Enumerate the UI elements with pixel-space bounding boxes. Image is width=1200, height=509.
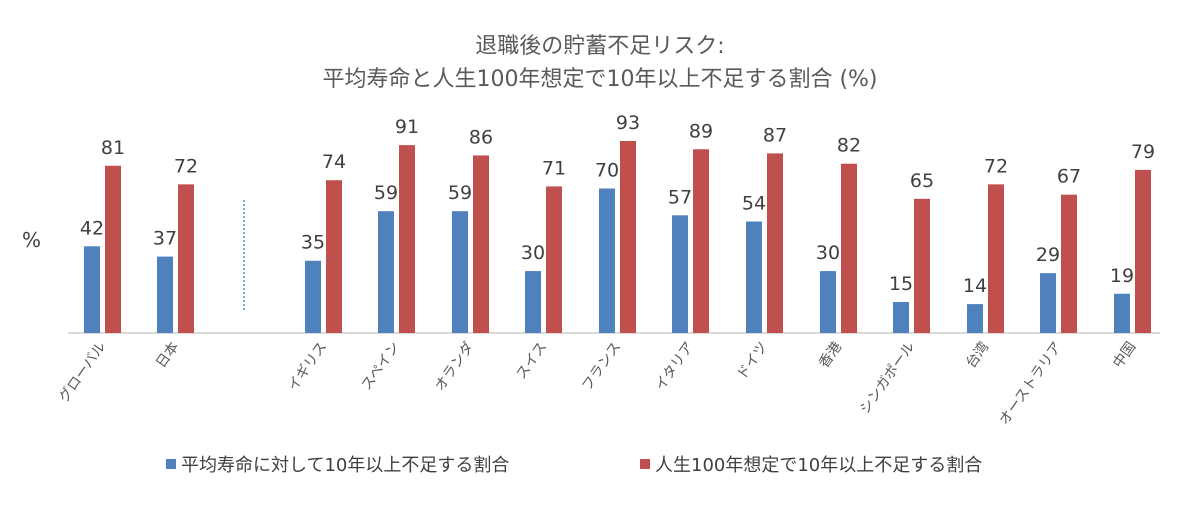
legend-swatch-series-1 bbox=[166, 459, 176, 469]
data-label-series-2-8: 87 bbox=[763, 124, 787, 146]
legend-label-series-1: 平均寿命に対して10年以上不足する割合 bbox=[181, 455, 509, 476]
bar-series-2-5 bbox=[546, 186, 562, 333]
bar-series-1-11 bbox=[967, 304, 983, 333]
data-label-series-1-5: 30 bbox=[521, 242, 545, 264]
bar-series-1-2 bbox=[305, 260, 321, 333]
data-label-series-1-9: 30 bbox=[816, 242, 840, 264]
category-label-12: オーストラリア bbox=[996, 339, 1065, 428]
bar-series-1-9 bbox=[820, 271, 836, 333]
bar-series-1-6 bbox=[599, 188, 615, 333]
category-label-6: フランス bbox=[579, 339, 624, 394]
category-label-13: 中国 bbox=[1110, 339, 1139, 371]
data-label-series-2-7: 89 bbox=[689, 120, 713, 142]
data-label-series-2-6: 93 bbox=[616, 112, 640, 134]
bar-series-2-13 bbox=[1135, 169, 1151, 333]
bar-series-2-4 bbox=[473, 155, 489, 333]
data-label-series-1-7: 57 bbox=[668, 186, 692, 208]
bar-series-2-7 bbox=[693, 149, 709, 333]
chart-title-line-2: 平均寿命と人生100年想定で10年以上不足する割合 (%) bbox=[322, 67, 877, 92]
data-label-series-1-12: 29 bbox=[1036, 244, 1060, 266]
data-label-series-2-2: 74 bbox=[322, 151, 346, 173]
data-label-series-1-11: 14 bbox=[963, 275, 987, 297]
data-label-series-1-3: 59 bbox=[374, 182, 398, 204]
bar-series-2-0 bbox=[105, 165, 121, 333]
data-label-series-1-13: 19 bbox=[1110, 265, 1134, 287]
category-label-0: グローバル bbox=[56, 339, 109, 405]
category-label-2: イギリス bbox=[285, 339, 330, 394]
bar-series-1-0 bbox=[84, 246, 100, 333]
category-label-10: シンガポール bbox=[857, 339, 918, 417]
bar-series-1-7 bbox=[672, 215, 688, 333]
data-label-series-1-2: 35 bbox=[301, 232, 325, 254]
bar-series-1-10 bbox=[893, 302, 909, 333]
data-label-series-2-12: 67 bbox=[1057, 166, 1081, 188]
data-label-series-1-4: 59 bbox=[448, 182, 472, 204]
category-label-7: イタリア bbox=[652, 339, 697, 394]
bar-series-1-5 bbox=[525, 271, 541, 333]
bar-series-2-10 bbox=[914, 198, 930, 333]
data-label-series-2-9: 82 bbox=[837, 135, 861, 157]
bar-series-2-12 bbox=[1061, 194, 1077, 333]
category-label-9: 香港 bbox=[816, 339, 845, 371]
y-axis-label: % bbox=[22, 228, 41, 252]
data-label-series-2-11: 72 bbox=[984, 155, 1008, 177]
data-label-series-2-1: 72 bbox=[174, 155, 198, 177]
category-label-4: オランダ bbox=[432, 339, 477, 394]
category-label-8: ドイツ bbox=[734, 339, 771, 383]
data-label-series-2-0: 81 bbox=[101, 137, 125, 159]
data-label-series-2-5: 71 bbox=[542, 157, 566, 179]
category-label-3: スペイン bbox=[359, 339, 404, 393]
bar-series-2-6 bbox=[620, 141, 636, 333]
bar-series-2-3 bbox=[399, 145, 415, 333]
data-label-series-2-4: 86 bbox=[469, 126, 493, 148]
data-label-series-1-10: 15 bbox=[889, 273, 913, 295]
bar-series-2-9 bbox=[841, 163, 857, 333]
chart-title-line-1: 退職後の貯蓄不足リスク: bbox=[475, 34, 724, 59]
bar-series-2-1 bbox=[178, 184, 194, 333]
legend-label-series-2: 人生100年想定で10年以上不足する割合 bbox=[655, 455, 982, 476]
bar-series-1-1 bbox=[157, 256, 173, 333]
data-label-series-1-1: 37 bbox=[153, 228, 177, 250]
data-label-series-2-13: 79 bbox=[1131, 141, 1155, 163]
bar-series-2-2 bbox=[326, 180, 342, 333]
bar-series-1-13 bbox=[1114, 293, 1130, 333]
category-label-5: スイス bbox=[513, 339, 550, 382]
category-label-1: 日本 bbox=[153, 339, 182, 371]
bar-series-1-3 bbox=[378, 211, 394, 333]
legend-swatch-series-2 bbox=[640, 459, 650, 469]
category-label-11: 台湾 bbox=[962, 339, 992, 372]
bar-series-2-8 bbox=[767, 153, 783, 333]
data-label-series-1-8: 54 bbox=[742, 193, 766, 215]
data-label-series-1-0: 42 bbox=[80, 217, 104, 239]
bar-series-1-12 bbox=[1040, 273, 1056, 333]
bar-series-1-4 bbox=[452, 211, 468, 333]
data-label-series-2-3: 91 bbox=[395, 116, 419, 138]
data-label-series-2-10: 65 bbox=[910, 170, 934, 192]
bar-series-1-8 bbox=[746, 221, 762, 333]
bar-series-2-11 bbox=[988, 184, 1004, 333]
legend: 平均寿命に対して10年以上不足する割合 人生100年想定で10年以上不足する割合 bbox=[166, 455, 982, 476]
data-label-series-1-6: 70 bbox=[595, 159, 619, 181]
